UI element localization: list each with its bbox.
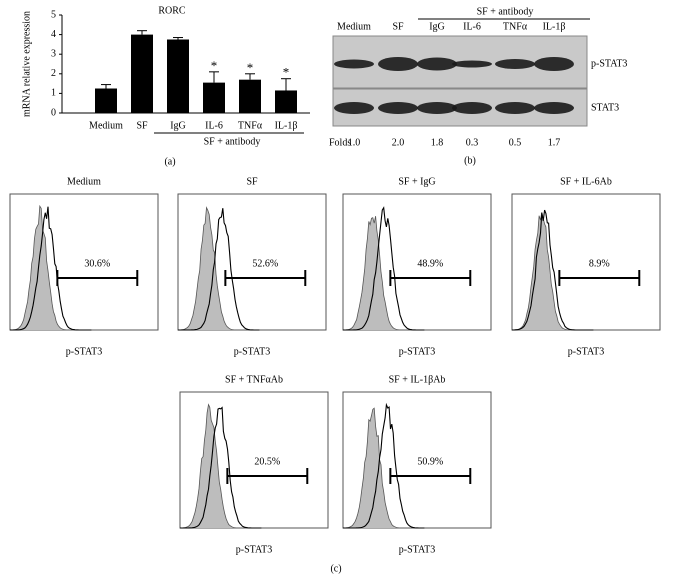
- error-bar: [137, 30, 147, 35]
- row-label: p-STAT3: [591, 58, 627, 69]
- flow-x-label: p-STAT3: [66, 346, 102, 357]
- x-tick-label: TNFα: [238, 120, 263, 131]
- blot-band: [378, 57, 418, 71]
- gate-label: 30.6%: [84, 258, 110, 269]
- gate-label: 20.5%: [254, 456, 280, 467]
- control-histogram: [342, 407, 425, 529]
- error-bar: [245, 73, 255, 80]
- row-label: STAT3: [591, 102, 619, 113]
- stained-histogram: [512, 209, 594, 331]
- lane-label: SF: [392, 21, 404, 32]
- stained-histogram: [343, 402, 425, 529]
- flow-title: SF + IL-6Ab: [560, 176, 612, 187]
- flow-title: SF + IgG: [398, 176, 435, 187]
- panel-label: (c): [330, 563, 341, 574]
- blot-band: [534, 57, 574, 71]
- flow-x-label: p-STAT3: [234, 346, 270, 357]
- x-tick-label: SF: [136, 120, 148, 131]
- y-tick-label: 5: [51, 9, 56, 20]
- y-tick-label: 1: [51, 88, 56, 99]
- stained-histogram: [180, 406, 262, 529]
- x-tick-label: IL-6: [205, 120, 223, 131]
- error-bar: [173, 37, 183, 40]
- significance-mark: *: [211, 58, 218, 73]
- blot-band: [334, 59, 374, 69]
- fold-value: 2.0: [392, 137, 405, 148]
- blot-band: [452, 102, 492, 114]
- fold-value: 1.7: [548, 137, 561, 148]
- gate-label: 50.9%: [417, 456, 443, 467]
- blot-band: [495, 102, 535, 114]
- y-tick-label: 2: [51, 68, 56, 79]
- y-tick-label: 4: [51, 29, 56, 40]
- bar: [239, 79, 261, 113]
- blot-band: [534, 102, 574, 114]
- lane-label: IL-6: [463, 21, 481, 32]
- bar: [131, 34, 153, 113]
- x-tick-label: Medium: [89, 120, 123, 131]
- gate-label: 48.9%: [417, 258, 443, 269]
- lane-label: TNFα: [503, 21, 528, 32]
- control-histogram: [177, 206, 260, 331]
- flow-title: SF + TNFαAb: [225, 374, 283, 385]
- fold-value: 1.0: [348, 137, 361, 148]
- gate-label: 8.9%: [589, 258, 610, 269]
- flow-x-label: p-STAT3: [568, 346, 604, 357]
- fold-value: 1.8: [431, 137, 444, 148]
- bar: [275, 90, 297, 113]
- error-bar: [281, 78, 291, 91]
- y-tick-label: 3: [51, 48, 56, 59]
- y-tick-label: 0: [51, 107, 56, 118]
- group-label: SF + antibody: [204, 136, 261, 147]
- lane-label: IL-1β: [543, 21, 566, 32]
- significance-mark: *: [247, 60, 254, 75]
- blot-band: [417, 57, 457, 71]
- blot-band: [495, 59, 535, 69]
- folds-label: Folds: [329, 137, 351, 148]
- lane-label: Medium: [337, 21, 371, 32]
- significance-mark: *: [283, 65, 290, 80]
- blot-group-label: SF + antibody: [477, 6, 534, 17]
- bar: [167, 39, 189, 113]
- lane-label: IgG: [429, 21, 445, 32]
- flow-x-label: p-STAT3: [399, 544, 435, 555]
- flow-x-label: p-STAT3: [399, 346, 435, 357]
- gate-label: 52.6%: [252, 258, 278, 269]
- blot-band: [452, 60, 492, 68]
- flow-title: SF: [246, 176, 258, 187]
- x-tick-label: IgG: [170, 120, 186, 131]
- blot-band: [417, 102, 457, 114]
- chart-title: RORC: [158, 5, 186, 16]
- y-axis-label: mRNA relative expression: [21, 11, 32, 117]
- error-bar: [101, 84, 111, 89]
- fold-value: 0.3: [466, 137, 479, 148]
- flow-title: Medium: [67, 176, 101, 187]
- error-bar: [209, 71, 219, 83]
- stained-histogram: [343, 206, 425, 331]
- bar: [203, 82, 225, 113]
- blot-band: [334, 102, 374, 114]
- flow-title: SF + IL-1βAb: [389, 374, 446, 385]
- flow-x-label: p-STAT3: [236, 544, 272, 555]
- blot-band: [378, 102, 418, 114]
- x-tick-label: IL-1β: [275, 120, 298, 131]
- stained-histogram: [10, 206, 92, 331]
- panel-label: (b): [464, 155, 476, 166]
- fold-value: 0.5: [509, 137, 522, 148]
- bar: [95, 88, 117, 113]
- stained-histogram: [178, 208, 260, 331]
- panel-label: (a): [164, 156, 175, 167]
